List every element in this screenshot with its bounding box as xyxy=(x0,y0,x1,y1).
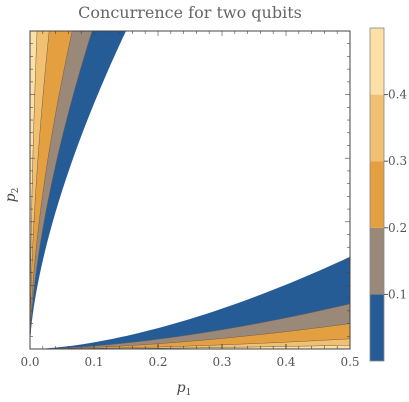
x-tick-label: 0.5 xyxy=(340,355,359,369)
colorbar-tick-label: 0.1 xyxy=(388,287,407,301)
colorbar-segment xyxy=(370,294,384,361)
y-axis-label-base: p xyxy=(3,193,19,202)
colorbar-segment xyxy=(370,227,384,295)
frame-minor-ticks xyxy=(29,30,351,350)
colorbar-frame xyxy=(369,27,385,362)
y-axis-label: p2 xyxy=(3,188,21,203)
x-axis-ticks: 0.0 0.1 0.2 0.3 0.4 0.5 xyxy=(20,344,360,369)
colorbar-segment xyxy=(370,94,384,162)
x-axis-label-base: p xyxy=(177,380,186,396)
x-tick-label: 0.0 xyxy=(20,355,39,369)
lower-right-contour-bands xyxy=(32,256,350,349)
x-tick-label: 0.4 xyxy=(276,355,295,369)
colorbar-segment xyxy=(370,161,384,228)
plot-frame xyxy=(29,30,351,350)
plot-area xyxy=(30,31,350,349)
x-axis-label: p1 xyxy=(177,380,192,398)
colorbar-segment xyxy=(370,28,384,95)
x-axis-label-sub: 1 xyxy=(186,388,192,398)
colorbar-tick-label: 0.4 xyxy=(388,88,407,102)
colorbar-tick-label: 0.3 xyxy=(388,154,407,168)
x-tick-label: 0.2 xyxy=(148,355,167,369)
upper-left-contour-bands xyxy=(30,31,126,347)
x-tick-label: 0.3 xyxy=(212,355,231,369)
colorbar-tick-label: 0.2 xyxy=(388,221,407,235)
x-tick-label: 0.1 xyxy=(84,355,103,369)
y-axis-label-sub: 2 xyxy=(11,188,21,194)
colorbar: 0.1 0.2 0.3 0.4 xyxy=(369,27,407,362)
chart-title: Concurrence for two qubits xyxy=(78,3,302,22)
